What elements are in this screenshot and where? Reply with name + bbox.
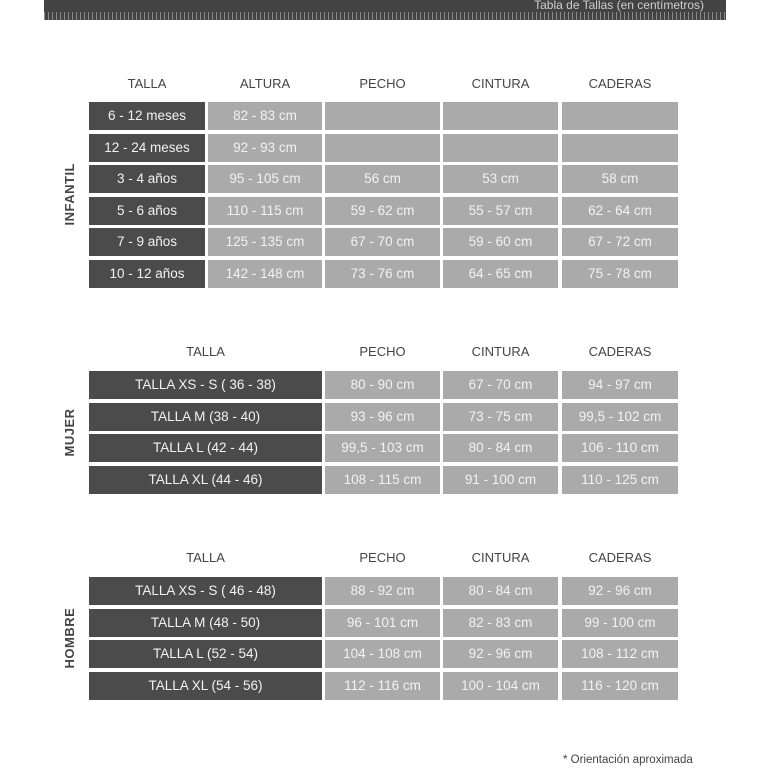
infantil-value-cell bbox=[443, 133, 558, 162]
infantil-value-cell: 59 - 62 cm bbox=[325, 196, 440, 225]
mujer-section-label: MUJER bbox=[62, 408, 77, 457]
hombre-size-cell: TALLA M (48 - 50) bbox=[89, 608, 322, 637]
hombre-value-cell: 100 - 104 cm bbox=[443, 671, 558, 700]
hombre-column-header: CINTURA bbox=[471, 550, 530, 565]
infantil-value-cell: 56 cm bbox=[325, 165, 440, 193]
mujer-size-cell: TALLA L (42 - 44) bbox=[89, 434, 322, 462]
infantil-column-header: PECHO bbox=[359, 76, 406, 91]
hombre-value-cell: 99 - 100 cm bbox=[562, 608, 678, 637]
mujer-size-cell: TALLA M (38 - 40) bbox=[89, 402, 322, 431]
hombre-section-label: HOMBRE bbox=[62, 607, 77, 669]
mujer-value-cell: 94 - 97 cm bbox=[562, 371, 678, 399]
hombre-size-cell: TALLA XL (54 - 56) bbox=[89, 671, 322, 700]
mujer-column-header: CINTURA bbox=[471, 344, 530, 359]
infantil-column-header: CINTURA bbox=[471, 76, 530, 91]
infantil-value-cell: 53 cm bbox=[443, 165, 558, 193]
infantil-column-header: ALTURA bbox=[239, 76, 291, 91]
infantil-size-cell: 10 - 12 años bbox=[89, 259, 205, 288]
infantil-value-cell bbox=[325, 133, 440, 162]
mujer-value-cell: 93 - 96 cm bbox=[325, 402, 440, 431]
infantil-size-cell: 7 - 9 años bbox=[89, 228, 205, 256]
infantil-value-cell: 73 - 76 cm bbox=[325, 259, 440, 288]
mujer-column-header: CADERAS bbox=[588, 344, 652, 359]
infantil-value-cell: 64 - 65 cm bbox=[443, 259, 558, 288]
infantil-value-cell: 92 - 93 cm bbox=[208, 133, 322, 162]
hombre-column-header: PECHO bbox=[359, 550, 406, 565]
infantil-size-cell: 3 - 4 años bbox=[89, 165, 205, 193]
mujer-value-cell: 110 - 125 cm bbox=[562, 465, 678, 494]
mujer-value-cell: 106 - 110 cm bbox=[562, 434, 678, 462]
header-bar: Tabla de Tallas (en centímetros) bbox=[44, 0, 726, 20]
infantil-value-cell: 125 - 135 cm bbox=[208, 228, 322, 256]
infantil-value-cell: 62 - 64 cm bbox=[562, 196, 678, 225]
mujer-value-cell: 67 - 70 cm bbox=[443, 371, 558, 399]
hombre-value-cell: 104 - 108 cm bbox=[325, 640, 440, 668]
hombre-value-cell: 112 - 116 cm bbox=[325, 671, 440, 700]
infantil-size-cell: 5 - 6 años bbox=[89, 196, 205, 225]
mujer-value-cell: 91 - 100 cm bbox=[443, 465, 558, 494]
infantil-value-cell: 67 - 70 cm bbox=[325, 228, 440, 256]
infantil-value-cell: 58 cm bbox=[562, 165, 678, 193]
infantil-value-cell: 82 - 83 cm bbox=[208, 102, 322, 130]
infantil-column-header: CADERAS bbox=[588, 76, 652, 91]
infantil-value-cell bbox=[562, 133, 678, 162]
infantil-value-cell: 142 - 148 cm bbox=[208, 259, 322, 288]
infantil-value-cell bbox=[562, 102, 678, 130]
infantil-value-cell: 55 - 57 cm bbox=[443, 196, 558, 225]
mujer-value-cell: 108 - 115 cm bbox=[325, 465, 440, 494]
infantil-size-cell: 12 - 24 meses bbox=[89, 133, 205, 162]
infantil-section-label: INFANTIL bbox=[62, 163, 77, 227]
hombre-value-cell: 92 - 96 cm bbox=[443, 640, 558, 668]
hombre-value-cell: 108 - 112 cm bbox=[562, 640, 678, 668]
hombre-column-header: CADERAS bbox=[588, 550, 652, 565]
mujer-column-header: PECHO bbox=[359, 344, 406, 359]
chart-title: Tabla de Tallas (en centímetros) bbox=[534, 0, 704, 12]
mujer-value-cell: 80 - 90 cm bbox=[325, 371, 440, 399]
hombre-size-cell: TALLA L (52 - 54) bbox=[89, 640, 322, 668]
hombre-value-cell: 88 - 92 cm bbox=[325, 577, 440, 605]
infantil-value-cell: 110 - 115 cm bbox=[208, 196, 322, 225]
footnote: * Orientación aproximada bbox=[563, 754, 693, 766]
mujer-size-cell: TALLA XS - S ( 36 - 38) bbox=[89, 371, 322, 399]
infantil-value-cell: 67 - 72 cm bbox=[562, 228, 678, 256]
hombre-value-cell: 80 - 84 cm bbox=[443, 577, 558, 605]
hombre-value-cell: 92 - 96 cm bbox=[562, 577, 678, 605]
hombre-value-cell: 82 - 83 cm bbox=[443, 608, 558, 637]
hombre-size-cell: TALLA XS - S ( 46 - 48) bbox=[89, 577, 322, 605]
hombre-column-header: TALLA bbox=[186, 550, 225, 565]
mujer-value-cell: 99,5 - 102 cm bbox=[562, 402, 678, 431]
hombre-value-cell: 116 - 120 cm bbox=[562, 671, 678, 700]
infantil-value-cell: 75 - 78 cm bbox=[562, 259, 678, 288]
infantil-value-cell: 59 - 60 cm bbox=[443, 228, 558, 256]
hombre-value-cell: 96 - 101 cm bbox=[325, 608, 440, 637]
mujer-size-cell: TALLA XL (44 - 46) bbox=[89, 465, 322, 494]
infantil-value-cell bbox=[443, 102, 558, 130]
mujer-column-header: TALLA bbox=[186, 344, 225, 359]
mujer-value-cell: 99,5 - 103 cm bbox=[325, 434, 440, 462]
ruler-decoration bbox=[44, 12, 726, 20]
infantil-value-cell: 95 - 105 cm bbox=[208, 165, 322, 193]
infantil-column-header: TALLA bbox=[127, 76, 167, 91]
mujer-value-cell: 80 - 84 cm bbox=[443, 434, 558, 462]
infantil-size-cell: 6 - 12 meses bbox=[89, 102, 205, 130]
infantil-value-cell bbox=[325, 102, 440, 130]
mujer-value-cell: 73 - 75 cm bbox=[443, 402, 558, 431]
